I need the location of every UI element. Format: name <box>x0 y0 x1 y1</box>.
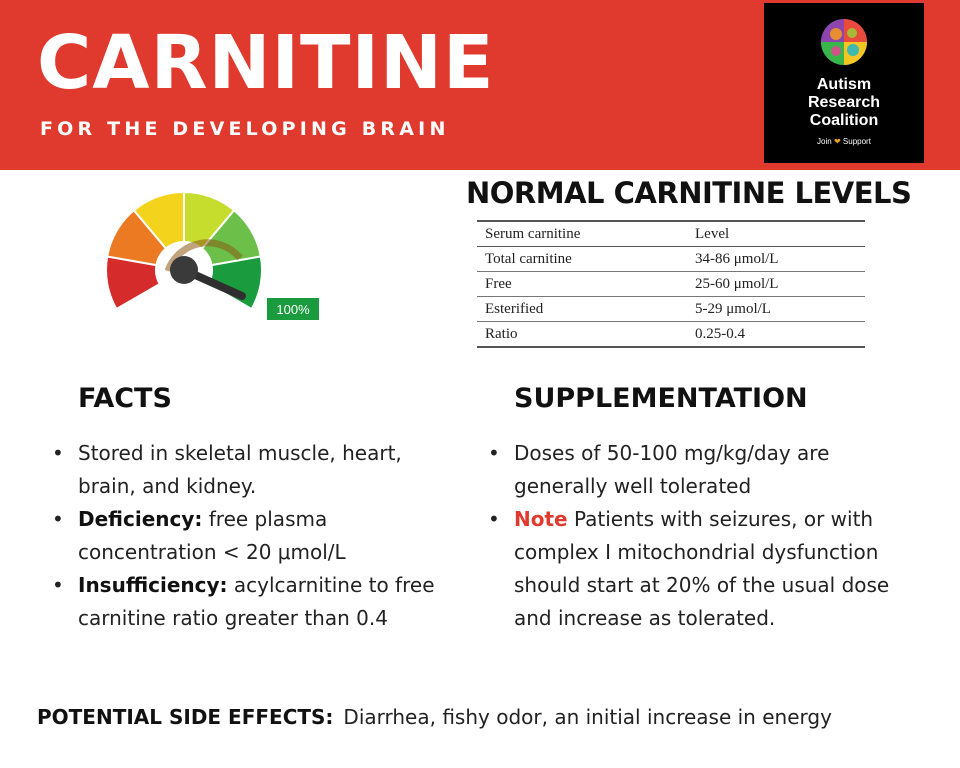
logo-tagline: Join ❤ Support <box>764 137 924 146</box>
table-cell: 0.25-0.4 <box>695 325 745 342</box>
list-item: Doses of 50-100 mg/kg/day are generally … <box>488 437 908 503</box>
side-effects-label: POTENTIAL SIDE EFFECTS: <box>37 705 334 729</box>
gauge-meter-icon: 100% <box>105 190 319 320</box>
gauge-hub <box>170 256 198 284</box>
levels-table: Serum carnitine Level Total carnitine 34… <box>477 220 865 348</box>
page-title: CARNITINE <box>37 20 495 106</box>
list-item: Insufficiency: acylcarnitine to free car… <box>52 569 452 635</box>
logo-name: Autism Research Coalition <box>764 76 924 130</box>
note-label: Note <box>514 507 568 531</box>
fact-text: acylcarnitine to free carnitine ratio gr… <box>78 573 435 630</box>
supplementation-list: Doses of 50-100 mg/kg/day are generally … <box>488 437 908 635</box>
logo-line: Research <box>807 94 881 111</box>
table-cell: Total carnitine <box>485 250 572 267</box>
heart-icon: ❤ <box>833 137 841 146</box>
puzzle-globe-icon <box>821 19 867 65</box>
logo-tagline-support: Support <box>842 137 871 146</box>
logo-line: Coalition <box>809 112 879 129</box>
table-cell: 34-86 μmol/L <box>695 250 779 267</box>
list-item: Note Patients with seizures, or with com… <box>488 503 908 635</box>
gauge-badge <box>267 298 319 320</box>
side-effects: POTENTIAL SIDE EFFECTS: Diarrhea, fishy o… <box>37 705 832 729</box>
fact-text: Stored in skeletal muscle, heart, brain,… <box>78 441 402 498</box>
supplementation-title: SUPPLEMENTATION <box>514 383 808 414</box>
table-cell: 5-29 μmol/L <box>695 300 771 317</box>
header-banner: CARNITINE FOR THE DEVELOPING BRAIN Autis… <box>0 0 960 170</box>
table-cell: Esterified <box>485 300 544 317</box>
table-row: Free 25-60 μmol/L <box>477 272 865 297</box>
table-row: Esterified 5-29 μmol/L <box>477 297 865 322</box>
logo-line: Autism <box>816 76 872 93</box>
table-cell: 25-60 μmol/L <box>695 275 779 292</box>
table-row: Total carnitine 34-86 μmol/L <box>477 247 865 272</box>
list-item: Stored in skeletal muscle, heart, brain,… <box>52 437 452 503</box>
table-row: Ratio 0.25-0.4 <box>477 322 865 347</box>
list-item: Deficiency: free plasma concentration < … <box>52 503 452 569</box>
supplementation-text: Patients with seizures, or with complex … <box>514 507 890 630</box>
table-cell: Free <box>485 275 512 292</box>
gauge-label: 100% <box>276 302 310 317</box>
table-header-cell: Level <box>695 225 730 242</box>
fact-term: Insufficiency: <box>78 573 228 597</box>
table-header-row: Serum carnitine Level <box>477 221 865 247</box>
fact-text: free plasma concentration < 20 μmol/L <box>78 507 346 564</box>
levels-title: NORMAL CARNITINE LEVELS <box>466 176 912 210</box>
autism-research-coalition-logo: Autism Research Coalition Join ❤ Support <box>764 3 924 163</box>
side-effects-text: Diarrhea, fishy odor, an initial increas… <box>343 705 832 729</box>
facts-list: Stored in skeletal muscle, heart, brain,… <box>52 437 452 635</box>
facts-title: FACTS <box>78 383 172 414</box>
page-subtitle: FOR THE DEVELOPING BRAIN <box>40 118 450 140</box>
supplementation-text: Doses of 50-100 mg/kg/day are generally … <box>514 441 830 498</box>
logo-tagline-join: Join <box>817 137 832 146</box>
table-cell: Ratio <box>485 325 518 342</box>
fact-term: Deficiency: <box>78 507 203 531</box>
table-header-cell: Serum carnitine <box>485 225 581 242</box>
gauge-segment <box>206 255 263 311</box>
